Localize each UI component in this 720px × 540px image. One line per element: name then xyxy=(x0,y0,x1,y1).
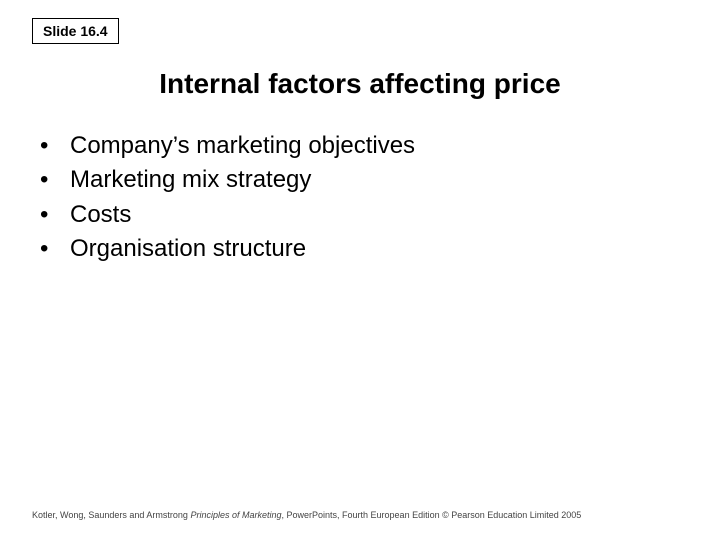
slide-number-label: Slide 16.4 xyxy=(43,23,108,39)
bullet-icon: • xyxy=(40,199,70,231)
bullet-text: Costs xyxy=(70,201,131,228)
bullet-text: Organisation structure xyxy=(70,235,306,262)
bullet-icon: • xyxy=(40,164,70,196)
footer-citation: Kotler, Wong, Saunders and Armstrong Pri… xyxy=(32,510,688,520)
list-item: •Organisation structure xyxy=(40,233,415,265)
list-item: •Company’s marketing objectives xyxy=(40,130,415,162)
bullet-icon: • xyxy=(40,130,70,162)
list-item: •Marketing mix strategy xyxy=(40,164,415,196)
slide-number-box: Slide 16.4 xyxy=(32,18,119,44)
slide-title: Internal factors affecting price xyxy=(0,68,720,100)
footer-authors: Kotler, Wong, Saunders and Armstrong xyxy=(32,510,188,520)
footer-rest: , PowerPoints, Fourth European Edition ©… xyxy=(282,510,582,520)
footer-book-title: Principles of Marketing xyxy=(190,510,281,520)
bullet-icon: • xyxy=(40,233,70,265)
bullet-list: •Company’s marketing objectives •Marketi… xyxy=(40,130,415,268)
bullet-text: Marketing mix strategy xyxy=(70,166,311,193)
list-item: •Costs xyxy=(40,199,415,231)
bullet-text: Company’s marketing objectives xyxy=(70,132,415,159)
